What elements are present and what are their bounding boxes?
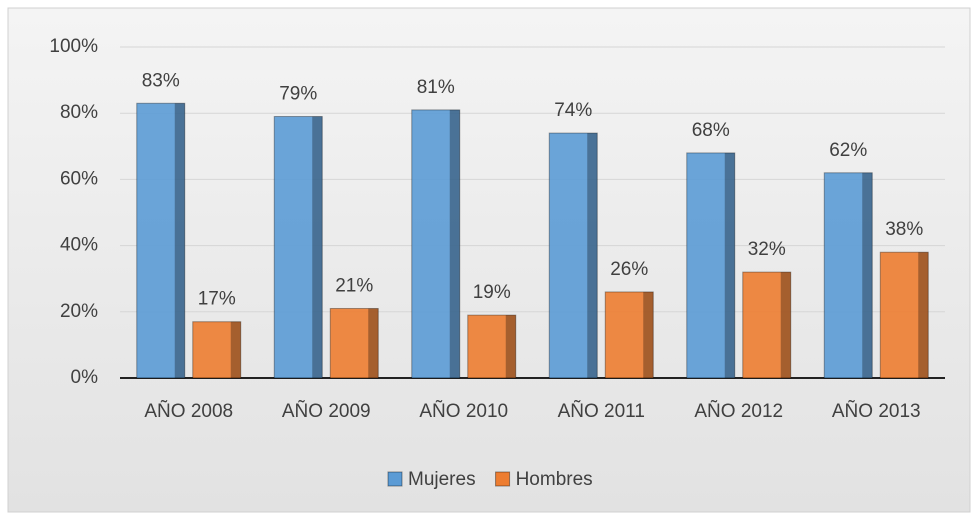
x-tick-label: AÑO 2010 (419, 400, 508, 422)
bar-side (312, 116, 323, 378)
y-tick-label: 20% (60, 301, 98, 322)
y-tick-label: 100% (49, 36, 98, 57)
value-label: 19% (473, 282, 511, 303)
legend-label: Mujeres (408, 469, 476, 490)
value-label: 74% (554, 100, 592, 121)
bar-side (918, 252, 929, 378)
value-label: 68% (692, 120, 730, 141)
bar-side (368, 308, 379, 378)
value-label: 81% (417, 77, 455, 98)
bar (329, 307, 379, 379)
bar (411, 109, 461, 379)
y-tick-label: 40% (60, 235, 98, 256)
x-tick-label: AÑO 2011 (558, 400, 645, 422)
x-tick-label: AÑO 2013 (832, 400, 921, 422)
bar (273, 116, 323, 379)
bar (604, 291, 654, 379)
bar-side (724, 152, 735, 378)
value-label: 17% (198, 289, 236, 310)
bar (467, 314, 517, 379)
y-tick-label: 60% (60, 168, 98, 189)
bar-side (174, 103, 185, 379)
y-tick-label: 0% (71, 367, 99, 388)
value-label: 79% (279, 84, 317, 105)
legend-swatch (495, 471, 511, 487)
legend-swatch (387, 471, 403, 487)
x-tick-label: AÑO 2012 (694, 400, 783, 422)
bar (823, 172, 873, 379)
legend-label: Hombres (516, 469, 593, 490)
x-tick-label: AÑO 2008 (144, 400, 233, 422)
value-label: 21% (335, 276, 373, 297)
x-tick-label: AÑO 2009 (282, 400, 371, 422)
bar (192, 321, 242, 379)
bar-side (643, 291, 654, 378)
bar-side (780, 272, 791, 378)
value-label: 83% (142, 70, 180, 91)
bar (879, 251, 929, 379)
y-tick-label: 80% (60, 102, 98, 123)
bar-side (505, 315, 516, 378)
bar (136, 102, 186, 379)
bar-side (449, 109, 460, 378)
bar (686, 152, 736, 379)
bar-side (230, 321, 241, 378)
value-label: 26% (610, 259, 648, 280)
bar-side (862, 172, 873, 378)
bar (548, 132, 598, 379)
value-label: 38% (885, 219, 923, 240)
bar (742, 271, 792, 379)
bar-side (587, 133, 598, 378)
value-label: 62% (829, 140, 867, 161)
value-label: 32% (748, 239, 786, 260)
